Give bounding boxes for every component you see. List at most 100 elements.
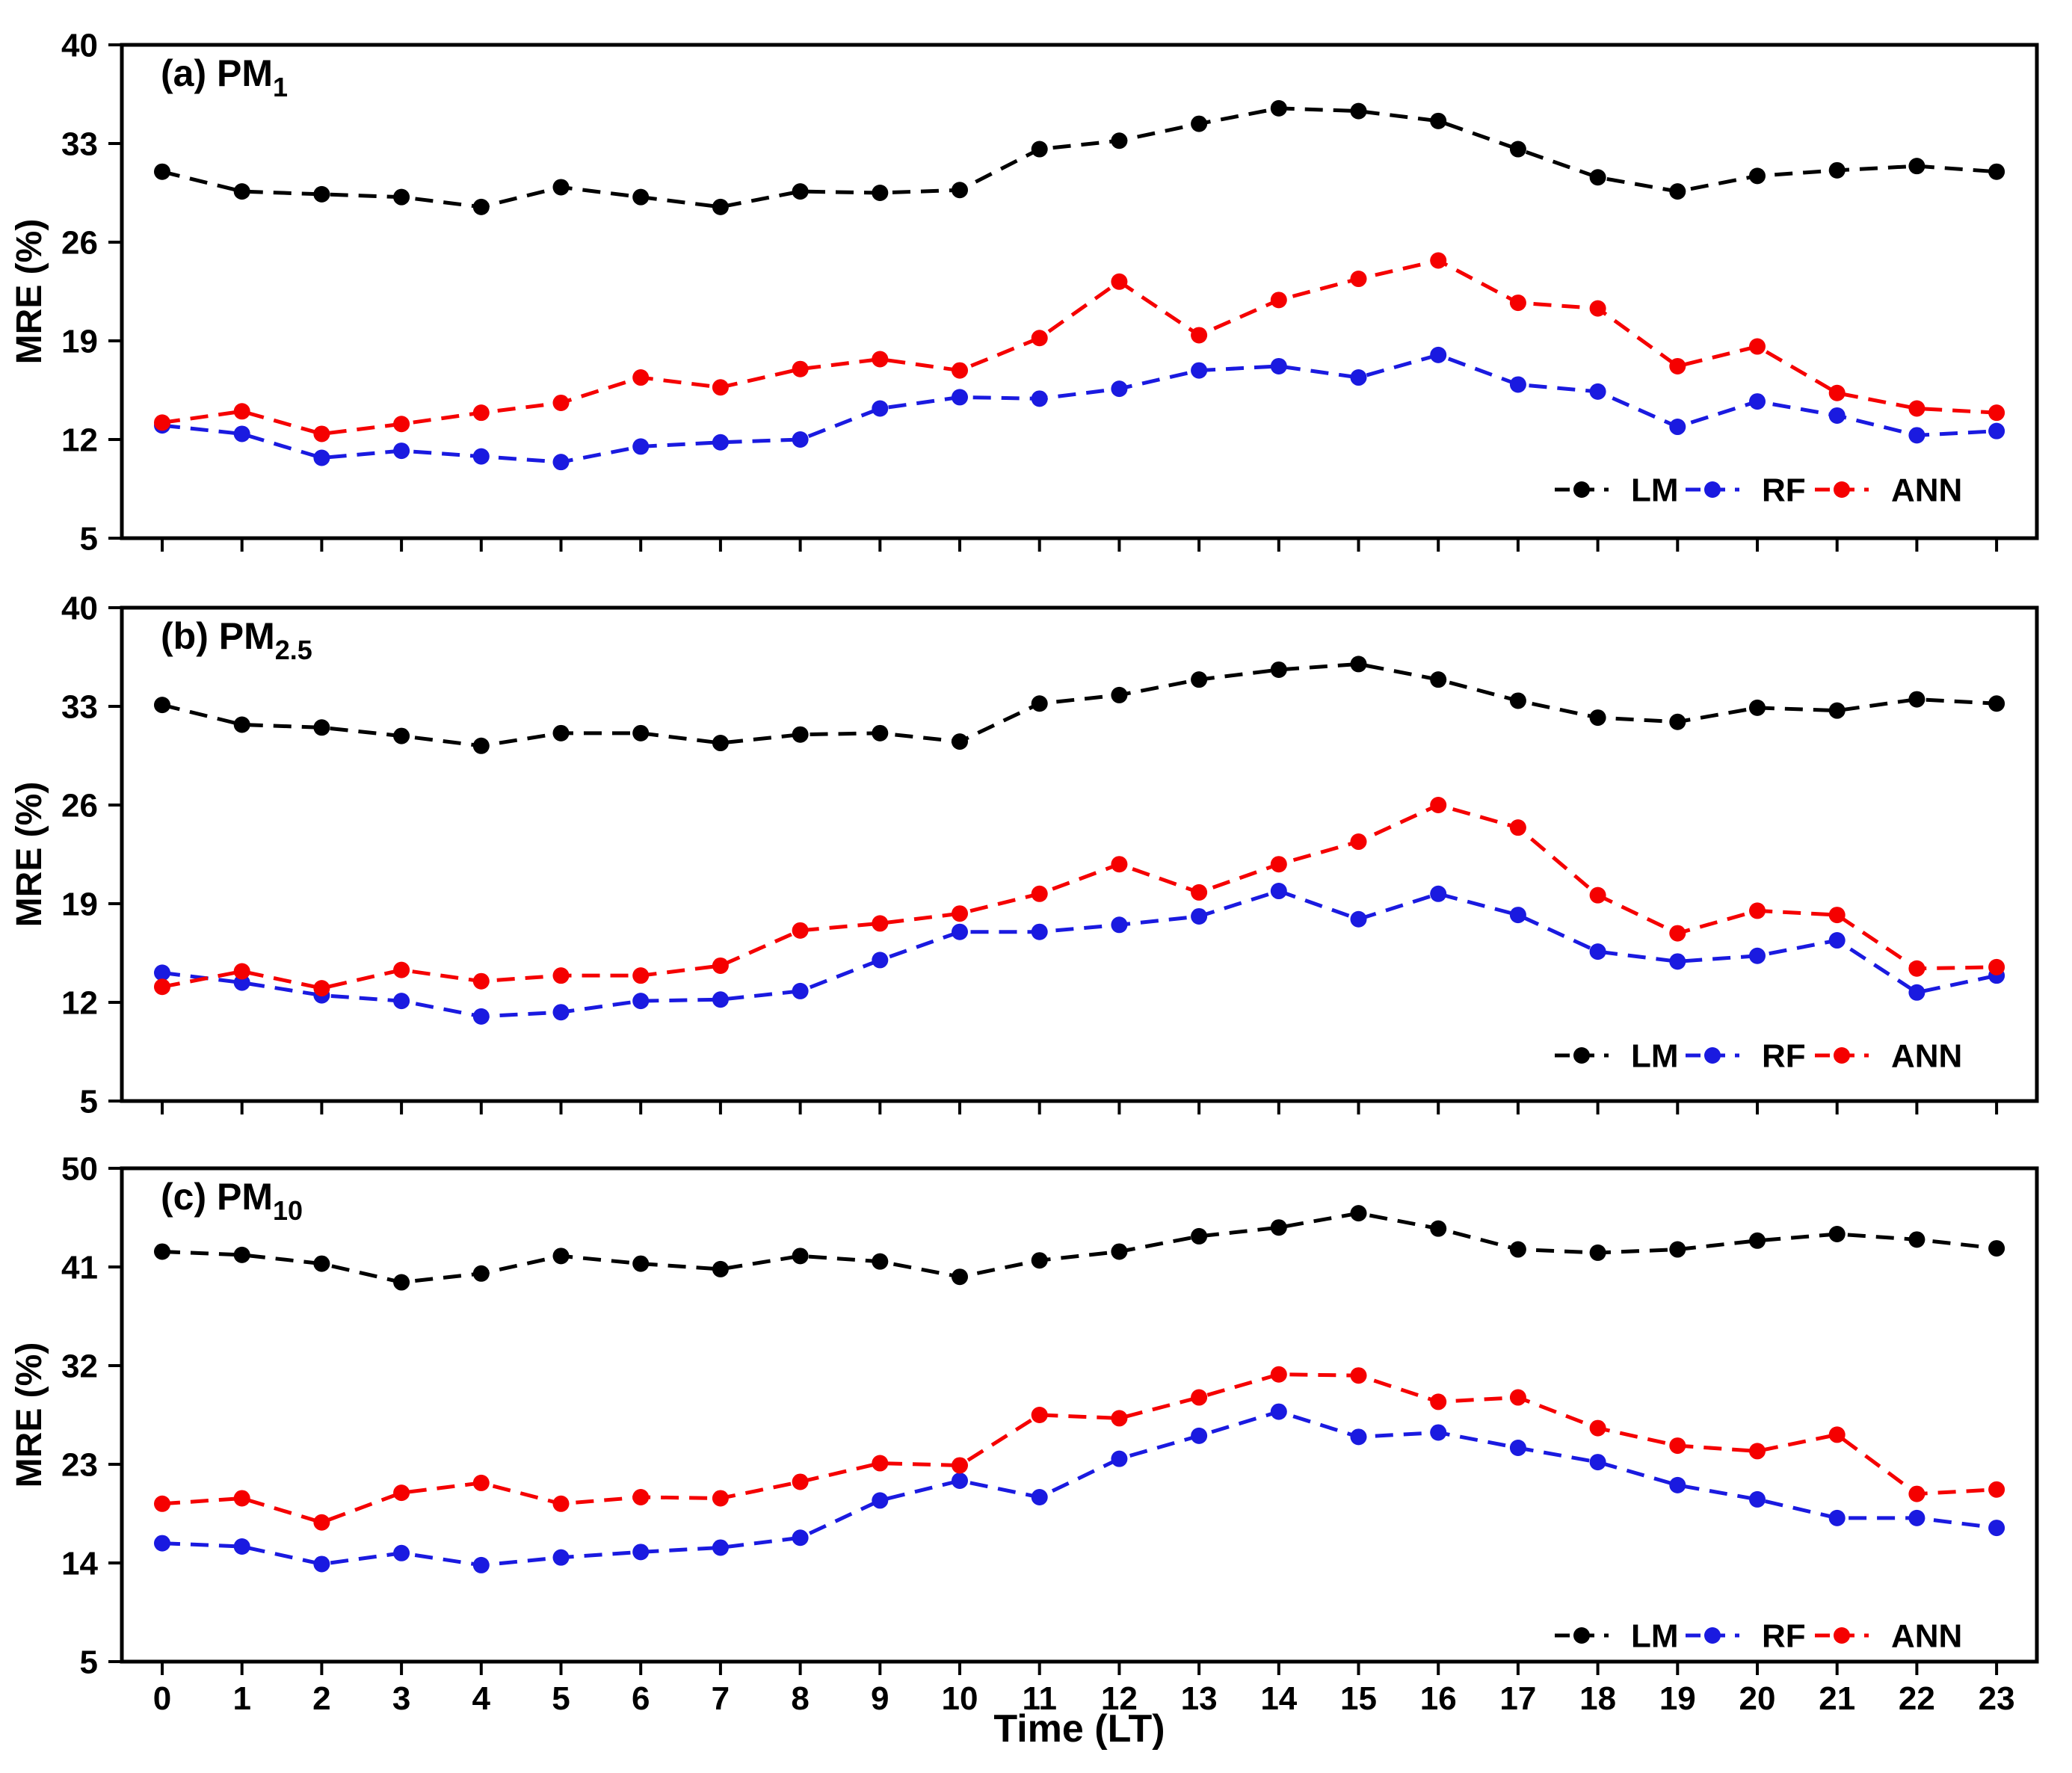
series-ANN-point [1908, 400, 1925, 417]
series-LM-point [1031, 695, 1048, 712]
panel-title: (c) PM10 [161, 1176, 303, 1226]
x-tick-label: 23 [1979, 1680, 2015, 1717]
x-tick-label: 22 [1899, 1680, 1935, 1717]
series-RF-point [1111, 916, 1128, 934]
series-LM-point [1988, 163, 2005, 180]
x-tick-label: 19 [1659, 1680, 1696, 1717]
series-LM-point [393, 188, 410, 206]
series-ANN-point [233, 403, 250, 420]
series-RF-point [552, 454, 570, 471]
series-LM-point [1191, 671, 1208, 688]
series-RF-point [632, 438, 650, 455]
series-ANN-point [1191, 327, 1208, 344]
y-tick-label: 19 [61, 886, 98, 922]
series-LM-point [1509, 141, 1526, 158]
series-RF-point [872, 1492, 889, 1509]
series-LM-point [632, 1255, 650, 1272]
x-tick-label: 16 [1420, 1680, 1457, 1717]
series-ANN-point [1988, 958, 2005, 975]
series-LM-point [1669, 183, 1686, 200]
legend-marker-ANN [1834, 481, 1850, 498]
x-tick-label: 20 [1739, 1680, 1776, 1717]
series-RF-point [1669, 1476, 1686, 1493]
y-axis: 5 14 23 32 41 50 [61, 1150, 122, 1680]
series-LM-line [161, 106, 1997, 209]
series-RF-point [1191, 362, 1208, 379]
series-LM-point [1350, 656, 1367, 673]
series-ANN-point [472, 972, 490, 990]
series-LM-point [313, 185, 330, 203]
series-ANN-point [1589, 1419, 1606, 1437]
series-LM-point [1270, 661, 1287, 678]
y-tick-label: 26 [61, 787, 98, 824]
series-ANN-point [552, 1495, 570, 1512]
series-LM-point [1191, 115, 1208, 132]
series-RF-point [393, 993, 410, 1010]
x-tick-label: 21 [1819, 1680, 1855, 1717]
y-tick-label: 33 [61, 126, 98, 162]
series-RF-point [1988, 1520, 2005, 1537]
series-RF-point [472, 1008, 490, 1025]
x-tick-label: 6 [632, 1680, 650, 1717]
series-LM-point [1430, 1220, 1447, 1237]
series-LM-point [1988, 695, 2005, 712]
series-LM [154, 99, 2005, 215]
series-RF-point [313, 1555, 330, 1573]
series-ANN-point [1669, 1437, 1686, 1455]
series-ANN-point [1828, 1426, 1846, 1443]
series-RF-point [1509, 1440, 1526, 1456]
series-RF-point [1988, 422, 2005, 440]
y-tick-label: 19 [61, 323, 98, 360]
y-tick-label: 12 [61, 422, 98, 458]
series-ANN-point [1350, 1367, 1367, 1384]
series-RF-point [712, 1539, 729, 1556]
x-tick-label: 10 [942, 1680, 978, 1717]
series-RF-point [1111, 380, 1128, 398]
series-ANN-point [1111, 856, 1128, 873]
x-axis [161, 538, 1999, 552]
x-tick-label: 13 [1181, 1680, 1218, 1717]
series-ANN-line [161, 1372, 1997, 1525]
series-RF-point [1828, 1509, 1846, 1526]
series-LM-point [632, 188, 650, 206]
series-RF [154, 883, 2005, 1025]
series-LM-point [712, 198, 729, 215]
series-LM-point [1908, 691, 1925, 708]
y-tick-label: 23 [61, 1446, 98, 1483]
series-ANN-point [632, 1489, 650, 1505]
y-axis-label: MRE (%) [10, 219, 49, 365]
series-LM-point [1509, 1241, 1526, 1258]
y-tick-label: 41 [61, 1249, 98, 1286]
panel-title: (a) PM1 [161, 52, 288, 102]
series-ANN-point [1988, 404, 2005, 422]
series-RF-point [472, 1556, 490, 1573]
series-RF-point [1509, 907, 1526, 924]
series-RF-point [1828, 407, 1846, 424]
series-LM-point [712, 1260, 729, 1277]
legend-label-RF: RF [1762, 472, 1806, 508]
series-RF-point [952, 389, 968, 406]
x-tick-label: 0 [153, 1680, 171, 1717]
legend-marker-LM [1573, 1627, 1590, 1644]
series-RF-line [161, 353, 1997, 464]
series-RF-point [1828, 932, 1846, 949]
x-axis: 0 1 2 3 4 5 6 7 8 9 10 11 12 13 14 15 16 17 18 19 20 21 22 23 [153, 1662, 2015, 1717]
series-RF-point [1749, 1490, 1766, 1508]
series-LM-point [792, 183, 809, 200]
series-RF-point [792, 431, 809, 448]
series-RF-point [712, 434, 729, 451]
series-LM-point [792, 726, 809, 743]
series-ANN-point [154, 414, 170, 431]
series-RF-point [1589, 383, 1606, 400]
series-ANN-point [1191, 884, 1208, 901]
series-RF-point [1191, 907, 1208, 925]
series-LM-point [1031, 141, 1048, 158]
series-ANN-point [872, 915, 889, 932]
series-ANN-point [712, 1490, 729, 1507]
series-LM-point [712, 735, 729, 752]
series-LM-point [1031, 1252, 1048, 1269]
series-RF-point [792, 982, 809, 999]
series-ANN-point [792, 922, 809, 939]
series-ANN-point [1669, 925, 1686, 942]
